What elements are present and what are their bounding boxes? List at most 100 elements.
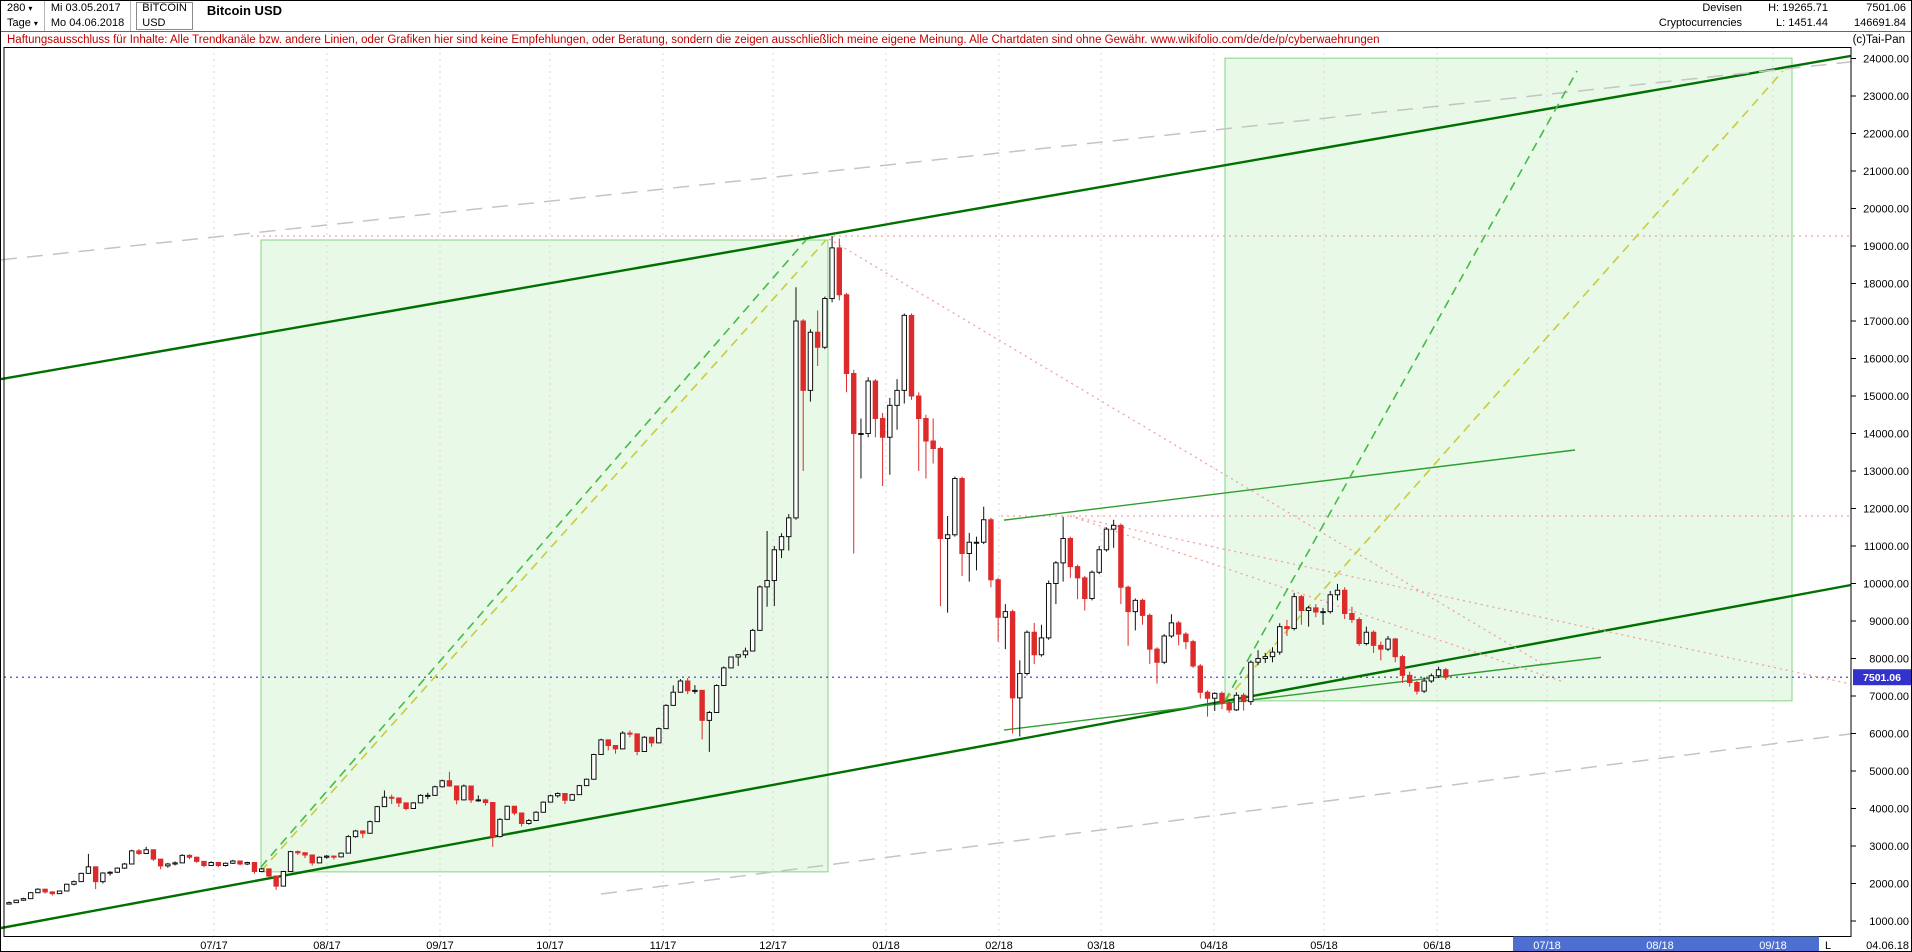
- candle-body: [453, 785, 460, 801]
- candle-body: [1277, 626, 1283, 653]
- candle-body: [338, 852, 344, 858]
- y-tick-label: 10000.00: [1863, 579, 1909, 591]
- candle-body: [858, 433, 864, 435]
- price-chart[interactable]: 24000.00 23000.00 22000.00 21000.00 20000.00…: [1, 47, 1912, 952]
- candle-body: [1017, 673, 1023, 699]
- candle-body: [1443, 669, 1449, 678]
- candle-body: [259, 868, 265, 872]
- candle-body: [1219, 692, 1225, 704]
- candle-body: [490, 802, 496, 838]
- candle-body: [677, 680, 684, 693]
- candle-body: [157, 858, 164, 867]
- candle-body: [20, 898, 27, 901]
- candle-body: [396, 797, 402, 804]
- fan-yellow-2017: [260, 239, 827, 872]
- disclaimer-text: Haftungsausschluss für Inhalte: Alle Tre…: [7, 33, 1380, 46]
- candle-body: [172, 862, 178, 865]
- candle-body: [1385, 638, 1391, 650]
- period-count[interactable]: 280: [7, 2, 26, 14]
- candle-body: [540, 801, 546, 813]
- candle-body: [1435, 669, 1442, 677]
- candle-body: [475, 799, 482, 802]
- candle-body: [13, 899, 19, 904]
- candle-body: [620, 732, 626, 750]
- y-tick-label: 9000.00: [1869, 616, 1909, 628]
- candle-body: [215, 862, 222, 866]
- candle-body: [92, 866, 99, 883]
- candle-body: [425, 794, 431, 797]
- candle-body: [201, 860, 207, 866]
- candle-body: [266, 868, 272, 877]
- candle-body: [583, 778, 590, 787]
- month-label: 07/18: [1533, 940, 1561, 952]
- highlight-boxes: [260, 57, 1793, 873]
- candle-body: [735, 654, 741, 658]
- month-label: 11/17: [650, 940, 677, 952]
- candle-body: [1269, 651, 1276, 658]
- candle-body: [1342, 589, 1348, 614]
- candle-body: [843, 294, 850, 374]
- candle-body: [663, 704, 669, 730]
- candle-body: [1110, 524, 1117, 530]
- candle-body: [1067, 538, 1074, 568]
- candle-body: [562, 793, 568, 801]
- candle-body: [1168, 622, 1175, 637]
- dropdown-arrow-icon[interactable]: ▾: [28, 3, 33, 13]
- candle-body: [836, 247, 842, 296]
- candle-body: [952, 478, 958, 536]
- category-line2: Cryptocurrencies: [1658, 17, 1743, 29]
- candle-body: [1248, 661, 1254, 703]
- date-from[interactable]: Mi 03.05.2017: [50, 2, 121, 14]
- candle-body: [302, 852, 308, 856]
- candle-body: [129, 850, 135, 865]
- y-tick-label: 1000.00: [1869, 916, 1909, 928]
- fan-green-2017: [260, 239, 807, 868]
- y-tick-label: 18000.00: [1863, 279, 1909, 291]
- month-label: 10/17: [536, 940, 564, 952]
- support-line-lower: [1003, 656, 1602, 731]
- y-tick-label: 6000.00: [1869, 729, 1909, 741]
- candle-body: [273, 875, 279, 887]
- candle-body: [1161, 635, 1167, 663]
- candle-body: [721, 667, 727, 686]
- candle-body: [49, 891, 56, 895]
- candle-body: [388, 796, 395, 799]
- candle-body: [165, 863, 171, 867]
- date-range[interactable]: Mi 03.05.2017 Mo 04.06.2018: [45, 1, 132, 31]
- candle-body: [1053, 562, 1059, 584]
- y-tick-label: 4000.00: [1869, 804, 1909, 816]
- month-label: 09/17: [426, 940, 454, 952]
- x-axis: 07/17 08/17 09/17 10/17 11/17 12/17 01/18 02/18…: [200, 936, 1909, 952]
- candle-body: [1356, 619, 1362, 644]
- month-label: 04/18: [1200, 940, 1228, 952]
- date-to[interactable]: Mo 04.06.2018: [50, 17, 125, 29]
- candle-body: [222, 862, 229, 866]
- candle-body: [1074, 566, 1081, 579]
- instrument-title: Bitcoin USD: [206, 3, 283, 18]
- future-months-strip: [1513, 936, 1819, 951]
- dropdown-arrow-icon[interactable]: ▾: [33, 18, 38, 28]
- candle-body: [872, 380, 879, 419]
- candle-body: [1414, 682, 1420, 692]
- y-tick-label: 3000.00: [1869, 841, 1909, 853]
- y-tick-label: 12000.00: [1863, 504, 1909, 516]
- candle-body: [944, 534, 951, 539]
- y-tick-label: 13000.00: [1863, 466, 1909, 478]
- y-axis: 24000.00 23000.00 22000.00 21000.00 20000.00…: [1851, 54, 1909, 928]
- y-tick-label: 24000.00: [1863, 54, 1909, 66]
- period-selector[interactable]: 280 ▾ Tage ▾: [1, 1, 45, 31]
- candle-body: [981, 519, 987, 543]
- candle-body: [1291, 596, 1297, 629]
- candle-body: [518, 812, 525, 824]
- y-tick-label: 22000.00: [1863, 129, 1909, 141]
- period-unit[interactable]: Tage: [7, 17, 31, 29]
- month-label: 05/18: [1310, 940, 1338, 952]
- candle-body: [1082, 577, 1088, 599]
- candle-body: [713, 685, 720, 713]
- candle-body: [916, 395, 922, 419]
- copyright-label: (c)Tai-Pan: [1852, 33, 1905, 46]
- y-tick-label: 20000.00: [1863, 204, 1909, 216]
- candle-body: [446, 780, 453, 787]
- candle-body: [814, 331, 821, 348]
